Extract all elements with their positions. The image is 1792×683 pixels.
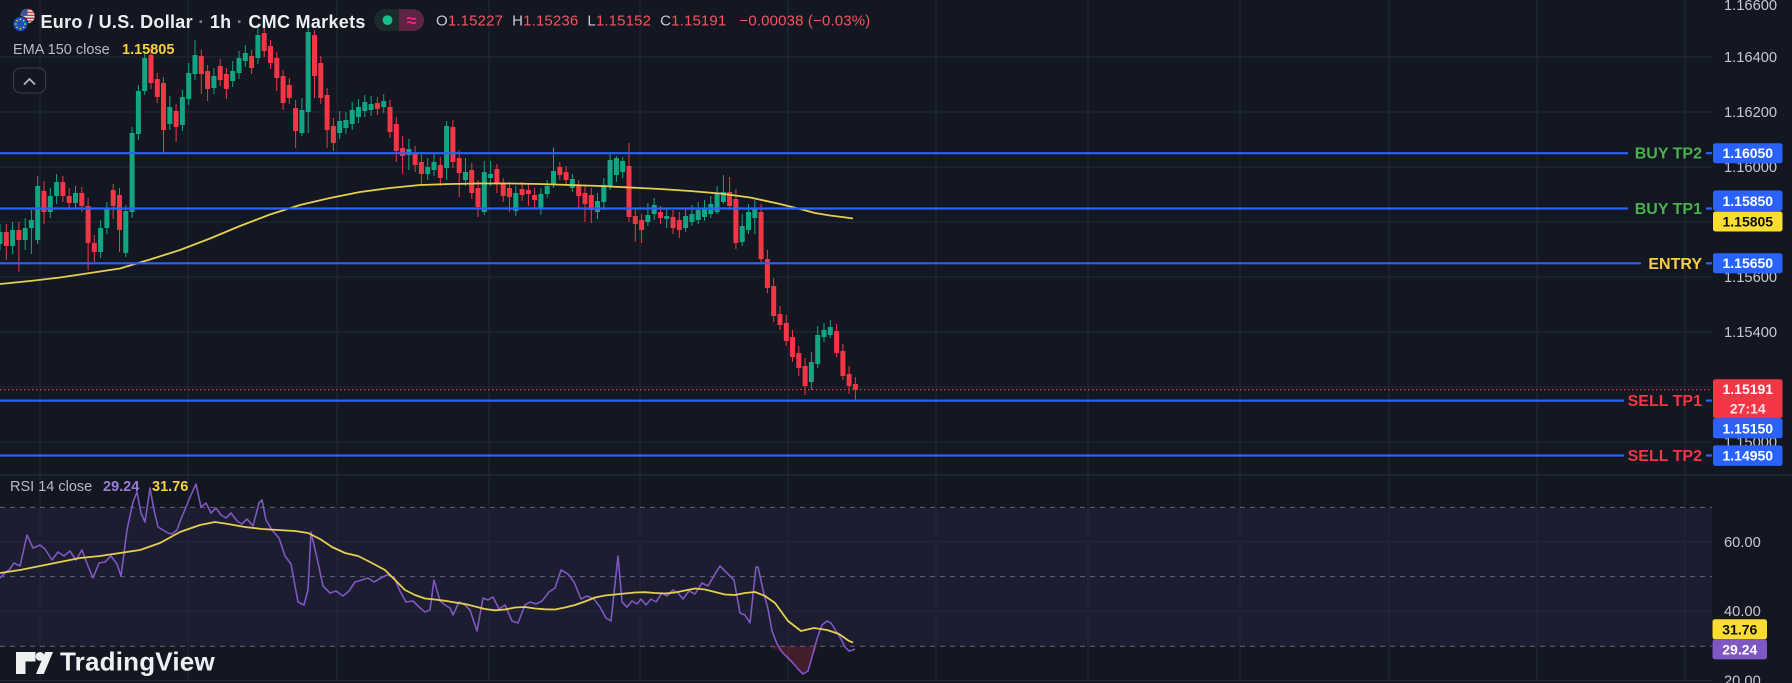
svg-text:≈: ≈ [407,11,417,31]
svg-text:29.24: 29.24 [1722,641,1757,657]
svg-text:EMA 150 close: EMA 150 close [13,42,110,58]
svg-text:40.00: 40.00 [1724,604,1761,620]
svg-text:BUY TP1: BUY TP1 [1635,201,1702,218]
svg-text:ENTRY: ENTRY [1648,256,1702,273]
svg-text:1.16400: 1.16400 [1724,50,1777,66]
svg-text:31.76: 31.76 [152,479,188,495]
svg-text:1.16050: 1.16050 [1722,145,1773,161]
svg-text:Euro / U.S. Dollar · 1h · CMC: Euro / U.S. Dollar · 1h · CMC Markets [41,12,366,32]
svg-text:SELL TP1: SELL TP1 [1628,393,1702,410]
svg-text:1.15850: 1.15850 [1722,193,1773,209]
svg-text:1.15600: 1.15600 [1724,270,1777,286]
svg-text:31.76: 31.76 [1722,621,1757,637]
svg-text:27:14: 27:14 [1730,400,1766,416]
svg-text:RSI 14 close: RSI 14 close [10,479,92,495]
svg-text:BUY TP2: BUY TP2 [1635,146,1702,163]
svg-text:1.16200: 1.16200 [1724,105,1777,121]
svg-text:1.16000: 1.16000 [1724,160,1777,176]
svg-text:1.15805: 1.15805 [122,42,174,58]
svg-text:1.15650: 1.15650 [1722,255,1773,271]
svg-text:20.00: 20.00 [1724,674,1761,683]
svg-text:TradingView: TradingView [60,647,215,677]
svg-text:1.15191: 1.15191 [1722,381,1773,397]
svg-text:1.15150: 1.15150 [1722,420,1773,436]
svg-text:1.16600: 1.16600 [1724,0,1777,14]
svg-text:29.24: 29.24 [103,479,139,495]
svg-text:SELL TP2: SELL TP2 [1628,448,1702,465]
svg-text:1.14950: 1.14950 [1722,448,1773,464]
svg-text:60.00: 60.00 [1724,535,1761,551]
svg-text:1.15400: 1.15400 [1724,325,1777,341]
svg-text:1.15805: 1.15805 [1722,214,1773,230]
